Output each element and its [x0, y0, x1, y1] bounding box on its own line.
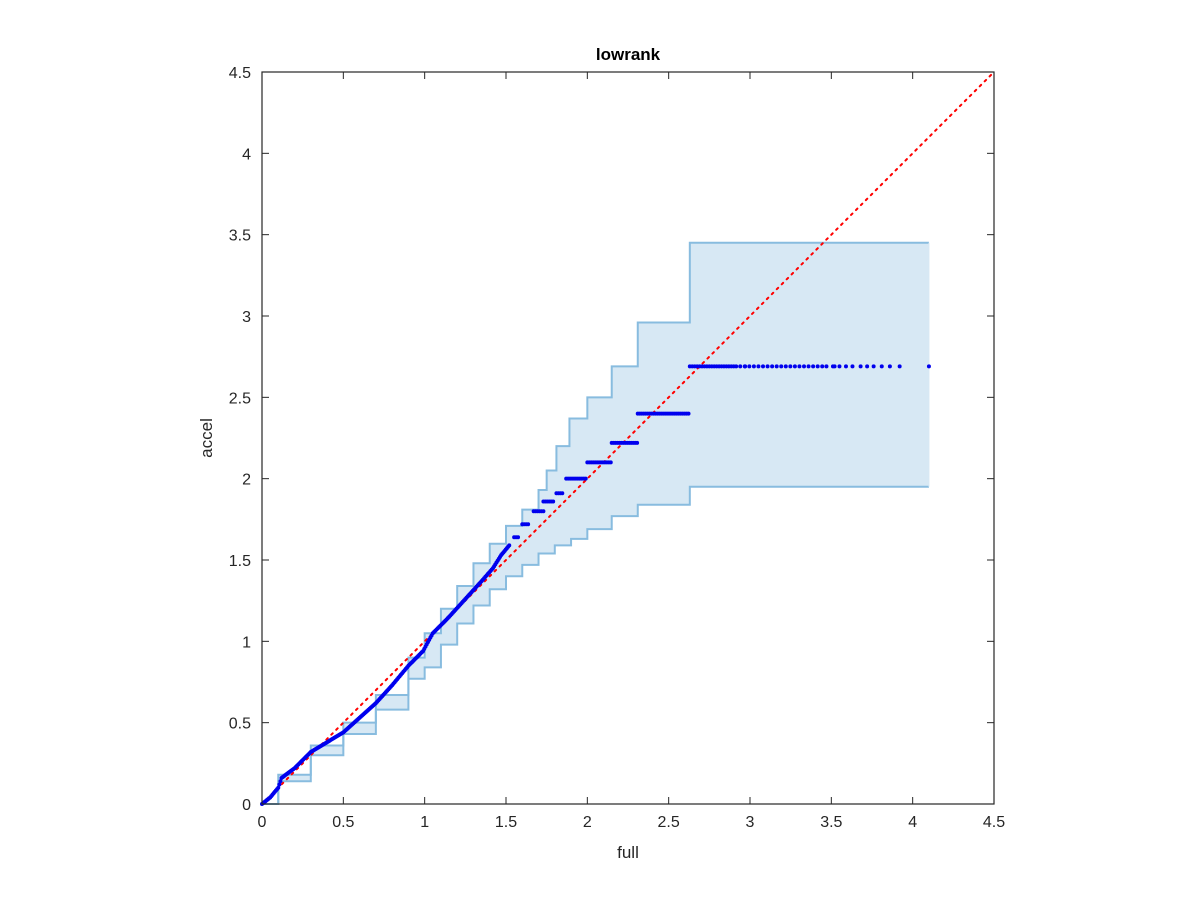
- data-point: [738, 364, 743, 369]
- data-point: [806, 364, 811, 369]
- data-point: [879, 364, 884, 369]
- confidence-band-upper: [262, 241, 929, 805]
- y-tick-label: 0.5: [229, 716, 251, 733]
- data-point: [843, 364, 848, 369]
- data-point: [747, 364, 752, 369]
- x-tick-label: 0.5: [332, 814, 354, 831]
- confidence-band-fill: [262, 242, 929, 805]
- data-point: [560, 491, 565, 496]
- x-tick-label: 4.5: [983, 814, 1005, 831]
- data-point: [551, 499, 556, 504]
- reference-line-layer: [261, 71, 995, 805]
- data-point: [278, 779, 283, 784]
- y-tick-label: 4: [242, 146, 251, 163]
- x-tick-label: 3.5: [820, 814, 842, 831]
- data-point: [756, 364, 761, 369]
- chart-title: lowrank: [596, 45, 661, 64]
- data-point: [761, 364, 766, 369]
- data-point: [774, 364, 779, 369]
- data-point: [765, 364, 770, 369]
- data-point: [734, 364, 739, 369]
- y-tick-label: 3: [242, 309, 251, 326]
- data-point: [858, 364, 863, 369]
- data-point: [865, 364, 870, 369]
- plot-frame: [261, 71, 995, 805]
- data-point: [526, 522, 531, 527]
- data-point: [792, 364, 797, 369]
- data-point: [583, 476, 588, 481]
- data-point: [770, 364, 775, 369]
- data-point: [850, 364, 855, 369]
- y-tick-label: 1.5: [229, 553, 251, 570]
- data-point: [751, 364, 756, 369]
- data-point: [897, 364, 902, 369]
- confidence-band-lower: [262, 485, 929, 805]
- data-point: [887, 364, 892, 369]
- data-point: [811, 364, 816, 369]
- y-axis-label: accel: [197, 418, 216, 458]
- data-point: [277, 782, 282, 787]
- data-point: [783, 364, 788, 369]
- x-tick-label: 4: [908, 814, 917, 831]
- y-tick-label: 4.5: [229, 65, 251, 82]
- x-tick-label: 1: [420, 814, 429, 831]
- data-point: [686, 411, 691, 416]
- data-point: [802, 364, 807, 369]
- data-point: [837, 364, 842, 369]
- x-tick-label: 1.5: [495, 814, 517, 831]
- data-point: [516, 535, 521, 540]
- x-tick-label: 2.5: [658, 814, 680, 831]
- x-tick-label: 3: [746, 814, 755, 831]
- data-point: [832, 364, 837, 369]
- data-point: [635, 440, 640, 445]
- x-tick-label: 0: [258, 814, 267, 831]
- data-point: [276, 785, 281, 790]
- data-points-layer: [260, 364, 931, 806]
- data-point: [797, 364, 802, 369]
- x-axis-label: full: [617, 843, 639, 862]
- data-point: [871, 364, 876, 369]
- data-point: [541, 509, 546, 514]
- data-point: [788, 364, 793, 369]
- y-tick-label: 3.5: [229, 228, 251, 245]
- x-tick-label: 2: [583, 814, 592, 831]
- data-point: [820, 364, 825, 369]
- data-point: [779, 364, 784, 369]
- y-tick-label: 2.5: [229, 390, 251, 407]
- reference-line: [261, 71, 995, 805]
- confidence-band-layer: [262, 241, 930, 805]
- data-point: [743, 364, 748, 369]
- axes-layer: 0 0.5 1 1.5 2 2.5 3 3.5 4 4.5 0 0.5 1 1.5 2 2.5 3 3.5 4 4.5: [229, 65, 1005, 831]
- y-tick-label: 1: [242, 634, 251, 651]
- y-tick-label: 0: [242, 797, 251, 814]
- data-point: [926, 364, 931, 369]
- y-tick-label: 2: [242, 472, 251, 489]
- data-point: [824, 364, 829, 369]
- data-point: [608, 460, 613, 465]
- data-point: [815, 364, 820, 369]
- data-point: [507, 543, 512, 548]
